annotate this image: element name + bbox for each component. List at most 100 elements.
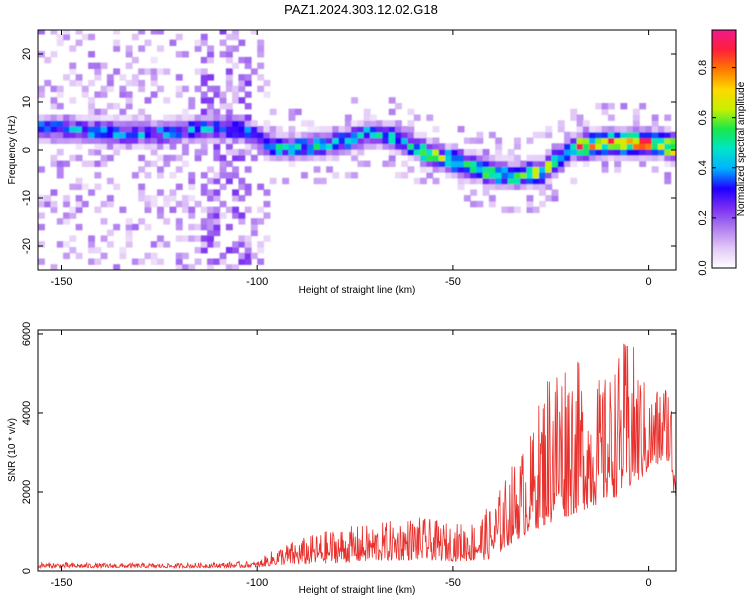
heatmap-cell	[257, 51, 265, 58]
heatmap-cell	[263, 131, 271, 139]
heatmap-cell	[401, 131, 409, 139]
heatmap-cell	[207, 126, 214, 133]
heatmap-cell	[175, 91, 183, 98]
heatmap-cell	[250, 68, 258, 75]
heatmap-cell	[545, 172, 553, 179]
heatmap-cell	[526, 195, 534, 202]
heatmap-cell	[463, 137, 471, 144]
heatmap-cell	[100, 143, 108, 150]
heatmap-cell	[213, 172, 221, 179]
heatmap-cell	[263, 91, 271, 98]
heatmap-cell	[369, 126, 377, 133]
heatmap-cell	[188, 120, 196, 127]
heatmap-cell	[144, 137, 152, 144]
heatmap-cell	[376, 120, 384, 127]
heatmap-cell	[301, 143, 308, 150]
heatmap-cell	[457, 183, 465, 190]
y-tick-label: 0	[21, 568, 33, 574]
heatmap-cell	[319, 143, 327, 150]
heatmap-cell	[175, 51, 183, 58]
heatmap-cell	[357, 120, 365, 127]
heatmap-cell	[200, 120, 208, 127]
heatmap-cell	[632, 137, 640, 144]
heatmap-cell	[63, 137, 70, 144]
heatmap-cell	[488, 166, 496, 173]
heatmap-cell	[651, 149, 659, 156]
heatmap-cell	[363, 108, 371, 116]
heatmap-cell	[250, 154, 258, 162]
heatmap-cell	[576, 126, 584, 133]
heatmap-cell	[194, 68, 202, 75]
heatmap-cell	[250, 223, 258, 231]
heatmap-cell	[207, 120, 214, 127]
heatmap-cell	[169, 39, 177, 46]
heatmap-cell	[407, 126, 415, 133]
heatmap-cell	[670, 160, 676, 167]
heatmap-cell	[81, 114, 89, 121]
heatmap-cell	[125, 79, 133, 87]
heatmap-cell	[157, 143, 164, 150]
heatmap-cell	[94, 206, 102, 213]
heatmap-cell	[413, 131, 421, 139]
heatmap-cell	[244, 189, 252, 196]
heatmap-cell	[56, 103, 64, 110]
heatmap-cell	[75, 39, 83, 46]
heatmap-cell	[407, 149, 415, 156]
heatmap-cell	[63, 252, 70, 260]
heatmap-cell	[407, 166, 415, 173]
heatmap-cell	[200, 143, 208, 150]
heatmap-cell	[94, 68, 102, 75]
heatmap-cell	[100, 114, 108, 121]
heatmap-cell	[200, 206, 208, 213]
heatmap-cell	[514, 137, 521, 144]
heatmap-cell	[213, 218, 221, 225]
heatmap-cell	[244, 247, 252, 254]
heatmap-cell	[319, 177, 327, 185]
heatmap-cell	[658, 131, 665, 139]
heatmap-cell	[238, 39, 246, 46]
heatmap-cell	[157, 120, 164, 127]
heatmap-cell	[38, 258, 45, 265]
heatmap-cell	[670, 143, 676, 150]
heatmap-cell	[388, 108, 396, 116]
heatmap-cell	[620, 126, 628, 133]
heatmap-cell	[219, 30, 227, 35]
heatmap-cell	[157, 235, 164, 242]
heatmap-cell	[526, 206, 534, 213]
heatmap-cell	[263, 126, 271, 133]
heatmap-cell	[244, 235, 252, 242]
heatmap-cell	[488, 200, 496, 208]
heatmap-cell	[332, 143, 340, 150]
heatmap-cell	[219, 131, 227, 139]
heatmap-cell	[225, 45, 233, 52]
heatmap-cell	[607, 114, 615, 121]
heatmap-cell	[207, 212, 214, 219]
heatmap-cell	[313, 154, 321, 162]
heatmap-cell	[269, 131, 277, 139]
heatmap-cell	[157, 212, 164, 219]
heatmap-cell	[395, 126, 402, 133]
heatmap-cell	[263, 200, 271, 208]
heatmap-cell	[639, 154, 647, 162]
heatmap-cell	[150, 137, 158, 144]
heatmap-cell	[238, 252, 246, 260]
heatmap-cell	[426, 149, 434, 156]
heatmap-cell	[426, 172, 434, 179]
heatmap-cell	[200, 131, 208, 139]
heatmap-cell	[507, 160, 515, 167]
heatmap-cell	[188, 103, 196, 110]
heatmap-cell	[207, 85, 214, 93]
heatmap-cell	[200, 149, 208, 156]
heatmap-cell	[219, 212, 227, 219]
heatmap-cell	[56, 241, 64, 248]
heatmap-cell	[532, 206, 540, 213]
heatmap-cell	[645, 137, 653, 144]
heatmap-cell	[175, 154, 183, 162]
heatmap-cell	[207, 177, 214, 185]
heatmap-cell	[138, 114, 146, 121]
heatmap-cell	[213, 189, 221, 196]
heatmap-cell	[75, 143, 83, 150]
heatmap-cell	[138, 120, 146, 127]
heatmap-cell	[457, 149, 465, 156]
heatmap-cell	[313, 166, 321, 173]
